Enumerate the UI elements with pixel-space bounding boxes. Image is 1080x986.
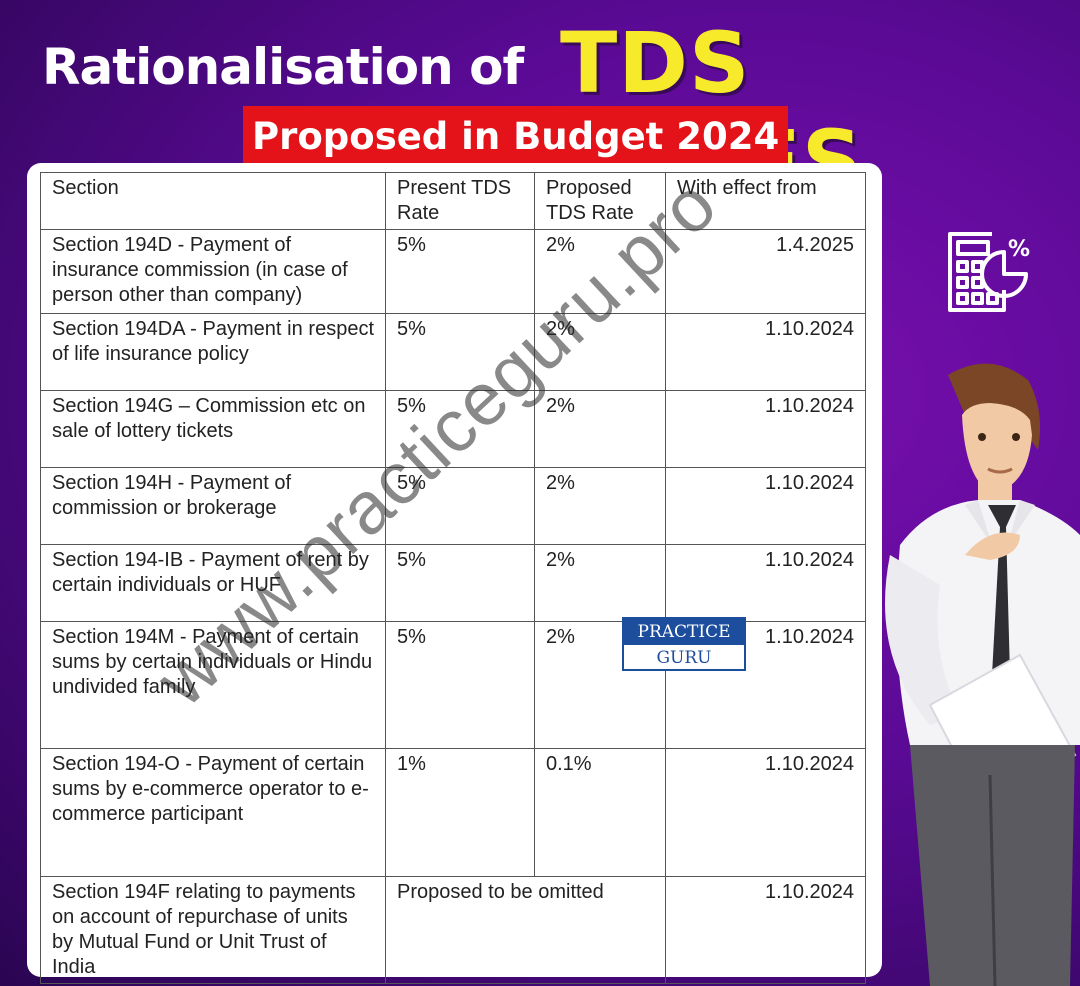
cell-effective: 1.4.2025 xyxy=(665,229,866,314)
logo-top-text: PRACTICE xyxy=(624,619,744,645)
tds-rates-table: Section Present TDS Rate Proposed TDS Ra… xyxy=(40,172,866,984)
table-header-row: Section Present TDS Rate Proposed TDS Ra… xyxy=(40,172,866,230)
cell-proposed: 2% xyxy=(534,467,666,545)
cell-section: Section 194F relating to payments on acc… xyxy=(40,876,386,984)
cell-proposed: 2% xyxy=(534,544,666,622)
cell-present: 5% xyxy=(385,313,535,391)
cell-proposed: 2% xyxy=(534,390,666,468)
col-header-effective: With effect from xyxy=(665,172,866,230)
calculator-percent-icon: % xyxy=(948,232,1030,312)
table-card: Section Present TDS Rate Proposed TDS Ra… xyxy=(27,163,882,984)
cell-effective: 1.10.2024 xyxy=(665,313,866,391)
cell-section: Section 194G – Commission etc on sale of… xyxy=(40,390,386,468)
cell-section: Section 194-O - Payment of certain sums … xyxy=(40,748,386,877)
svg-text:%: % xyxy=(1008,237,1030,262)
cell-present: 5% xyxy=(385,544,535,622)
cell-effective: 1.10.2024 xyxy=(665,876,866,984)
cell-present: 5% xyxy=(385,229,535,314)
cell-merged-omitted: Proposed to be omitted xyxy=(385,876,666,984)
col-header-present: Present TDS Rate xyxy=(385,172,535,230)
cell-proposed: 2% xyxy=(534,229,666,314)
cell-present: 5% xyxy=(385,621,535,749)
page-header: Rationalisation of TDS RATES xyxy=(0,14,1080,210)
table-row: Section 194DA - Payment in respect of li… xyxy=(40,313,866,391)
table-row: Section 194F relating to payments on acc… xyxy=(40,876,866,984)
table-row: Section 194H - Payment of commission or … xyxy=(40,467,866,545)
cell-effective: 1.10.2024 xyxy=(665,390,866,468)
table-row: Section 194-O - Payment of certain sums … xyxy=(40,748,866,877)
table-row: Section 194D - Payment of insurance comm… xyxy=(40,229,866,314)
table-row: Section 194M - Payment of certain sums b… xyxy=(40,621,866,749)
cell-present: 5% xyxy=(385,390,535,468)
table-row: Section 194-IB - Payment of rent by cert… xyxy=(40,544,866,622)
cell-section: Section 194M - Payment of certain sums b… xyxy=(40,621,386,749)
cell-section: Section 194D - Payment of insurance comm… xyxy=(40,229,386,314)
col-header-section: Section xyxy=(40,172,386,230)
col-header-proposed: Proposed TDS Rate xyxy=(534,172,666,230)
cell-section: Section 194DA - Payment in respect of li… xyxy=(40,313,386,391)
logo-bottom-text: GURU xyxy=(656,648,712,668)
cell-effective: 1.10.2024 xyxy=(665,467,866,545)
cell-proposed: 2% xyxy=(534,313,666,391)
cell-present: 1% xyxy=(385,748,535,877)
cell-proposed: 0.1% xyxy=(534,748,666,877)
cell-present: 5% xyxy=(385,467,535,545)
subtitle-banner: Proposed in Budget 2024 xyxy=(243,106,789,168)
title-prefix: Rationalisation of xyxy=(42,38,524,96)
cell-effective: 1.10.2024 xyxy=(665,748,866,877)
practice-guru-logo: PRACTICE GURU xyxy=(622,617,746,671)
cell-effective: 1.10.2024 xyxy=(665,544,866,622)
table-row: Section 194G – Commission etc on sale of… xyxy=(40,390,866,468)
thinking-businessman-illustration xyxy=(885,363,1080,986)
